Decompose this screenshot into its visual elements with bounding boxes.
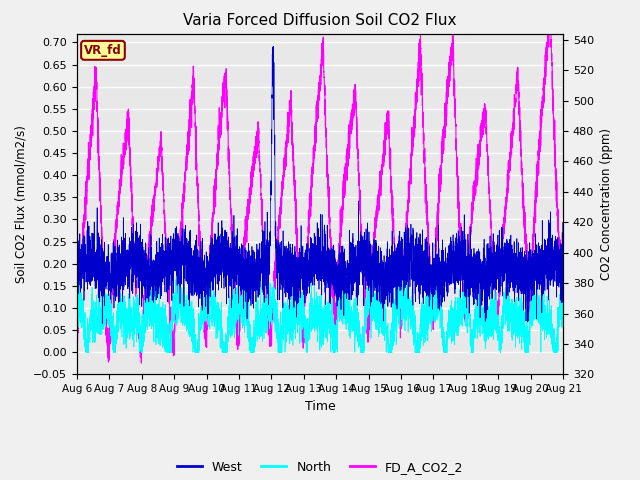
Y-axis label: Soil CO2 Flux (mmol/m2/s): Soil CO2 Flux (mmol/m2/s): [15, 125, 28, 283]
Title: Varia Forced Diffusion Soil CO2 Flux: Varia Forced Diffusion Soil CO2 Flux: [183, 13, 457, 28]
X-axis label: Time: Time: [305, 400, 335, 413]
Y-axis label: CO2 Concentration (ppm): CO2 Concentration (ppm): [600, 128, 612, 280]
Text: VR_fd: VR_fd: [84, 44, 122, 57]
Legend: West, North, FD_A_CO2_2: West, North, FD_A_CO2_2: [172, 456, 468, 479]
